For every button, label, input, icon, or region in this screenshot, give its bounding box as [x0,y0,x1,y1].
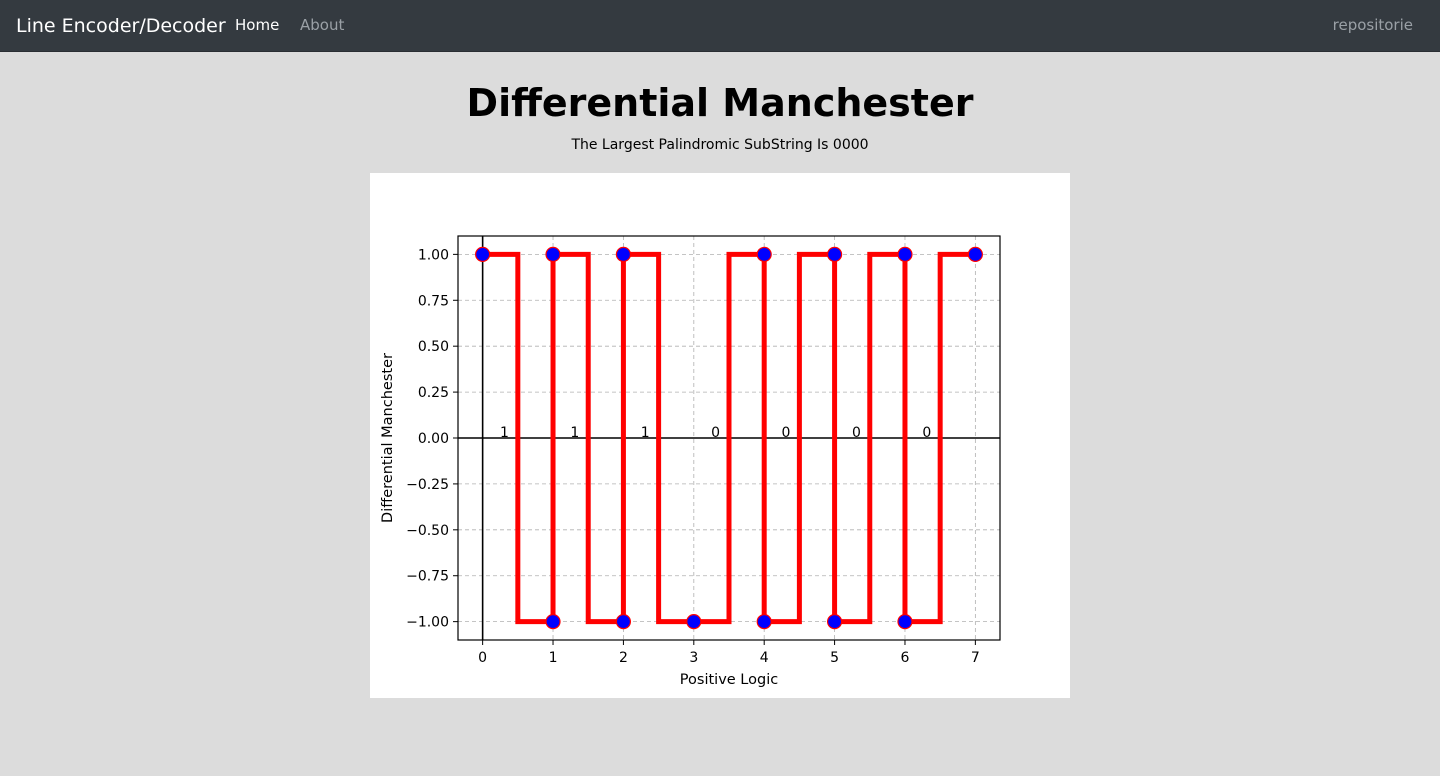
x-axis-label: Positive Logic [680,672,778,688]
y-tick-label-0: 1.00 [418,247,449,263]
y-tick-label-1: 0.75 [418,293,449,309]
data-point-10 [897,246,913,262]
repository-link[interactable]: repositorie [1332,16,1413,34]
bit-label-2: 1 [641,425,650,441]
data-point-5 [686,614,702,630]
data-point-6 [756,246,772,262]
nav-home-link[interactable]: Home [235,16,280,34]
x-tick-label-2: 2 [619,650,628,666]
data-point-8 [826,246,843,262]
y-axis-label: Differential Manchester [380,353,396,523]
x-tick-label-5: 5 [830,650,839,666]
data-point-12 [967,246,983,262]
bit-label-5: 0 [852,425,861,441]
data-point-4 [615,614,632,630]
data-point-2 [545,614,561,630]
palindrome-result-text: The Largest Palindromic SubString Is 000… [571,137,869,153]
signal-line [482,251,976,625]
differential-manchester-chart: 0 1 2 3 4 5 6 7 1.00 0.75 0.50 0.25 0.00 −0.25 −0.50 −0… [380,235,1001,688]
nav-about-link[interactable]: About [300,16,345,34]
bit-label-4: 0 [782,425,791,441]
x-tick-label-4: 4 [760,650,769,666]
x-tick-label-6: 6 [901,650,910,666]
bit-label-6: 0 [922,425,931,441]
brand-link[interactable]: Line Encoder/Decoder [16,15,226,37]
x-tick-label-7: 7 [971,650,980,666]
data-point-7 [756,614,772,630]
page-title: Differential Manchester [466,81,974,125]
navbar: Line Encoder/Decoder Home About reposito… [0,0,1440,52]
y-tick-label-6: −0.50 [406,523,449,539]
data-point-0 [475,246,491,262]
y-tick-label-3: 0.25 [418,385,449,401]
y-tick-label-7: −0.75 [406,569,449,585]
y-tick-label-8: −1.00 [406,615,449,631]
data-point-11 [897,614,913,630]
bit-label-3: 0 [711,425,720,441]
bit-label-1: 1 [570,425,579,441]
x-tick-label-3: 3 [689,650,698,666]
data-point-3 [615,246,632,262]
plot-image: 0 1 2 3 4 5 6 7 1.00 0.75 0.50 0.25 0.00 −0.25 −0.50 −0… [370,173,1070,698]
y-tick-label-5: −0.25 [406,477,449,493]
data-point-9 [826,614,843,630]
bit-label-0: 1 [500,425,509,441]
y-tick-label-2: 0.50 [418,339,449,355]
x-tick-label-1: 1 [549,650,558,666]
y-tick-label-4: 0.00 [418,431,449,447]
x-tick-label-0: 0 [478,650,487,666]
data-point-1 [545,246,561,262]
